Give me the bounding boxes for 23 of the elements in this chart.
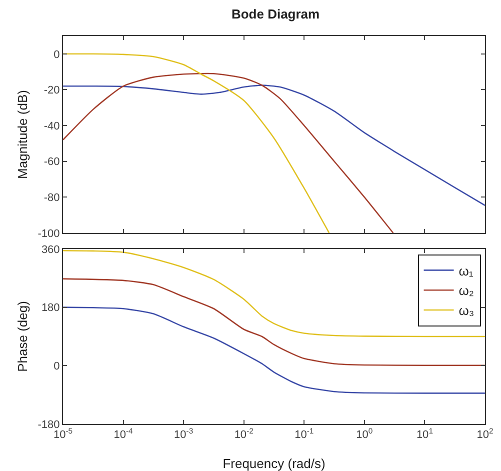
y-tick-label: 360 (41, 244, 60, 256)
y-axis-title: Phase (deg) (15, 301, 30, 372)
y-tick-label: -40 (44, 120, 60, 132)
y-tick-label: -60 (44, 156, 60, 168)
x-tick-label: 10$^{1}$ (416, 426, 433, 442)
legend-label: ω₂ (458, 283, 474, 298)
x-tick-label: 10$^{-4}$ (114, 426, 134, 442)
y-axis-title: Magnitude (dB) (15, 90, 30, 179)
legend-label: ω₁ (458, 263, 474, 278)
y-tick-label: -80 (44, 192, 60, 204)
y-tick-label: -100 (38, 228, 60, 240)
y-tick-label: -20 (44, 84, 60, 97)
y-tick-label: 0 (54, 48, 60, 61)
y-tick-label: 180 (41, 302, 60, 314)
legend-label: ω₃ (458, 303, 474, 318)
x-axis-title: Frequency (rad/s) (222, 456, 326, 471)
x-tick-label: 10$^{-1}$ (294, 426, 314, 442)
x-tick-label: 10$^{-2}$ (234, 426, 254, 442)
y-tick-label: 0 (54, 360, 60, 373)
x-tick-label: 10$^{0}$ (356, 426, 373, 442)
chart-title: Bode Diagram (231, 6, 320, 22)
x-tick-label: 10$^{-3}$ (174, 426, 194, 442)
x-tick-label: 10$^{2}$ (476, 426, 494, 442)
